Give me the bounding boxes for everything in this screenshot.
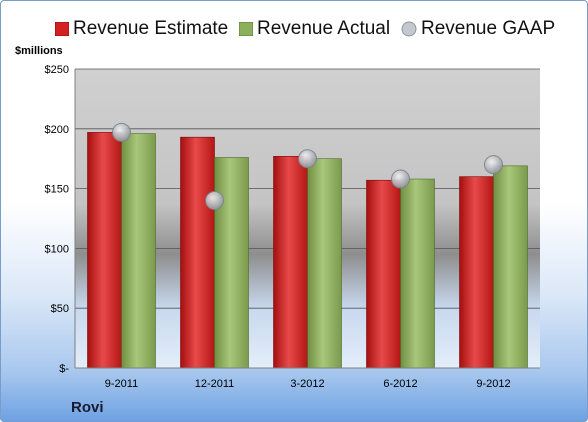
dot-revenue-gaap [391, 169, 410, 189]
legend-label-gaap: Revenue GAAP [421, 18, 556, 39]
x-tick-label: 9-2012 [476, 378, 510, 390]
bar-revenue-actual [214, 157, 249, 369]
bar-revenue-actual [307, 158, 342, 369]
legend-label-actual: Revenue Actual [257, 18, 391, 39]
bar-revenue-estimate [273, 156, 308, 369]
dot-revenue-gaap [112, 122, 131, 142]
bar-revenue-actual [121, 133, 156, 369]
y-tick-label: $150 [45, 184, 69, 196]
bar-revenue-estimate [180, 136, 215, 369]
legend-marker-gaap [401, 21, 417, 37]
y-tick-label: $100 [45, 243, 69, 255]
x-tick-label: 9-2011 [105, 378, 138, 390]
bar-revenue-estimate [459, 176, 494, 369]
bar-revenue-actual [493, 165, 528, 369]
company-name: Rovi [71, 399, 104, 416]
legend: Revenue Estimate Revenue Actual Revenue … [1, 15, 587, 43]
dot-revenue-gaap [484, 155, 503, 175]
y-axis-unit-label: $millions [15, 45, 63, 57]
y-tick-label: $- [59, 363, 69, 375]
legend-label-estimate: Revenue Estimate [73, 18, 229, 39]
bar-revenue-estimate [87, 132, 122, 369]
dot-revenue-gaap [298, 149, 317, 169]
bar-revenue-actual [400, 178, 435, 369]
x-tick-label: 6-2012 [383, 378, 417, 390]
x-tick-label: 3-2012 [290, 378, 324, 390]
y-tick-label: $250 [45, 64, 69, 76]
y-tick-label: $50 [51, 303, 69, 315]
legend-item-estimate: Revenue Estimate [55, 15, 228, 43]
legend-item-actual: Revenue Actual [239, 15, 390, 43]
bar-revenue-estimate [366, 179, 401, 369]
y-tick-label: $200 [45, 124, 69, 136]
legend-item-gaap: Revenue GAAP [401, 15, 555, 43]
legend-swatch-estimate [55, 22, 69, 36]
x-tick-label: 12-2011 [195, 378, 235, 390]
legend-swatch-actual [239, 22, 253, 36]
dot-revenue-gaap [205, 191, 224, 211]
